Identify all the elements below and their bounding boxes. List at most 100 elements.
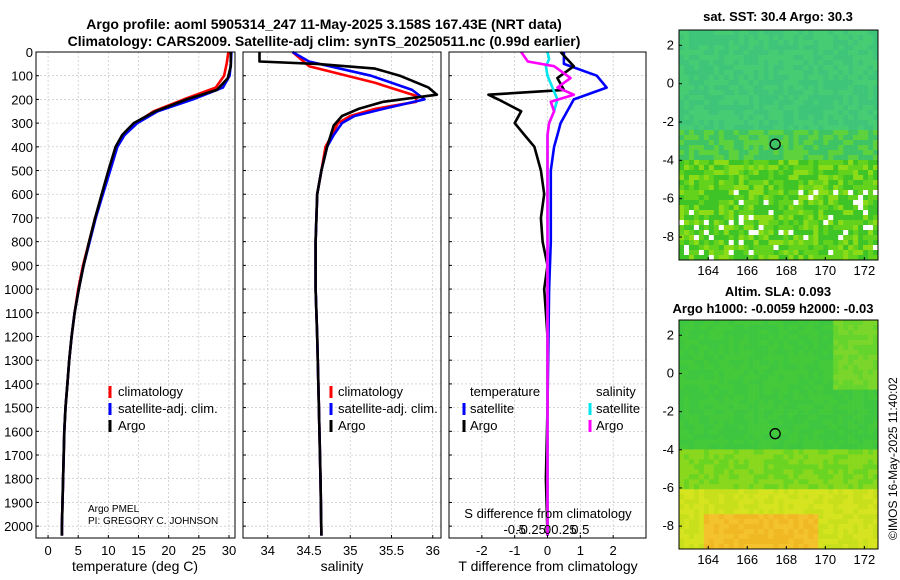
map-cell	[748, 469, 754, 475]
map-cell	[718, 65, 725, 71]
map-cell	[788, 225, 794, 231]
map-cell	[868, 424, 874, 430]
map-cell	[788, 90, 794, 96]
map-cell	[753, 145, 759, 151]
map-cell	[708, 544, 715, 550]
map-cell	[708, 225, 715, 231]
map-cell	[748, 115, 754, 121]
map-cell	[773, 539, 779, 545]
map-cell	[743, 235, 749, 241]
map-cell	[679, 225, 685, 231]
map-cell	[693, 30, 700, 36]
map-cell	[868, 379, 874, 386]
map-x-tick-label: 168	[775, 552, 797, 567]
map-cell	[853, 40, 859, 46]
map-cell	[693, 509, 700, 515]
map-cell	[743, 339, 749, 346]
map-cell	[763, 544, 769, 550]
map-cell	[763, 534, 769, 540]
map-cell	[793, 534, 799, 540]
map-cell	[798, 95, 804, 101]
map-cell	[708, 394, 715, 400]
map-cell	[733, 409, 739, 415]
map-cell	[783, 210, 789, 216]
map-cell	[743, 155, 749, 161]
map-cell	[748, 175, 754, 181]
map-cell	[863, 449, 869, 455]
map-cell	[768, 474, 774, 480]
map-cell	[773, 115, 779, 121]
map-cell	[788, 230, 794, 236]
map-cell	[708, 479, 715, 485]
map-cell	[858, 60, 864, 66]
map-cell	[758, 479, 764, 485]
map-cell	[783, 424, 789, 430]
map-cell	[698, 170, 705, 176]
map-cell	[838, 394, 844, 400]
map-cell	[728, 195, 735, 201]
map-cell	[758, 190, 764, 196]
map-cell	[808, 454, 814, 460]
map-cell	[698, 45, 705, 51]
map-cell	[683, 190, 690, 196]
map-cell	[708, 185, 715, 191]
map-cell	[783, 120, 789, 126]
map-cell	[783, 494, 789, 500]
map-cell	[748, 110, 754, 116]
map-cell	[738, 220, 744, 226]
map-cell	[788, 245, 794, 251]
map-cell	[813, 220, 819, 226]
map-cell	[863, 320, 869, 326]
map-cell	[708, 399, 715, 405]
map-cell	[823, 200, 829, 206]
map-cell	[733, 60, 739, 66]
map-cell	[718, 419, 725, 425]
map-cell	[843, 230, 849, 236]
map-cell	[823, 434, 829, 440]
map-cell	[768, 424, 774, 430]
map-cell	[823, 50, 829, 56]
map-cell	[758, 329, 764, 336]
map-cell	[798, 120, 804, 126]
map-cell	[808, 75, 814, 81]
map-cell	[763, 399, 769, 405]
map-cell	[833, 504, 839, 510]
map-cell	[808, 235, 814, 241]
map-cell	[698, 195, 705, 201]
map-cell	[683, 195, 690, 201]
map-cell	[718, 514, 725, 520]
map-cell	[728, 160, 735, 166]
map-cell	[743, 534, 749, 540]
map-cell	[768, 364, 774, 371]
map-cell	[698, 135, 705, 141]
map-cell	[833, 354, 839, 361]
map-cell	[679, 359, 685, 366]
map-cell	[743, 135, 749, 141]
map-cell	[698, 349, 705, 356]
map-cell	[873, 240, 879, 246]
map-cell	[808, 419, 814, 425]
map-cell	[798, 514, 804, 520]
map-cell	[708, 339, 715, 346]
map-cell	[783, 514, 789, 520]
map-cell	[679, 220, 685, 226]
map-cell	[679, 205, 685, 211]
map-cell	[733, 394, 739, 400]
map-cell	[793, 529, 799, 535]
map-cell	[679, 504, 685, 510]
map-cell	[698, 220, 705, 226]
map-cell	[833, 529, 839, 535]
map-cell	[683, 245, 690, 251]
map-cell	[863, 504, 869, 510]
map-cell	[808, 185, 814, 191]
map-cell	[833, 434, 839, 440]
map-cell	[758, 185, 764, 191]
map-cell	[688, 494, 695, 500]
map-cell	[798, 454, 804, 460]
map-cell	[738, 195, 744, 201]
map-cell	[758, 55, 764, 61]
map-cell	[679, 429, 685, 435]
map-cell	[813, 35, 819, 41]
map-cell	[708, 469, 715, 475]
map-cell	[753, 384, 759, 390]
